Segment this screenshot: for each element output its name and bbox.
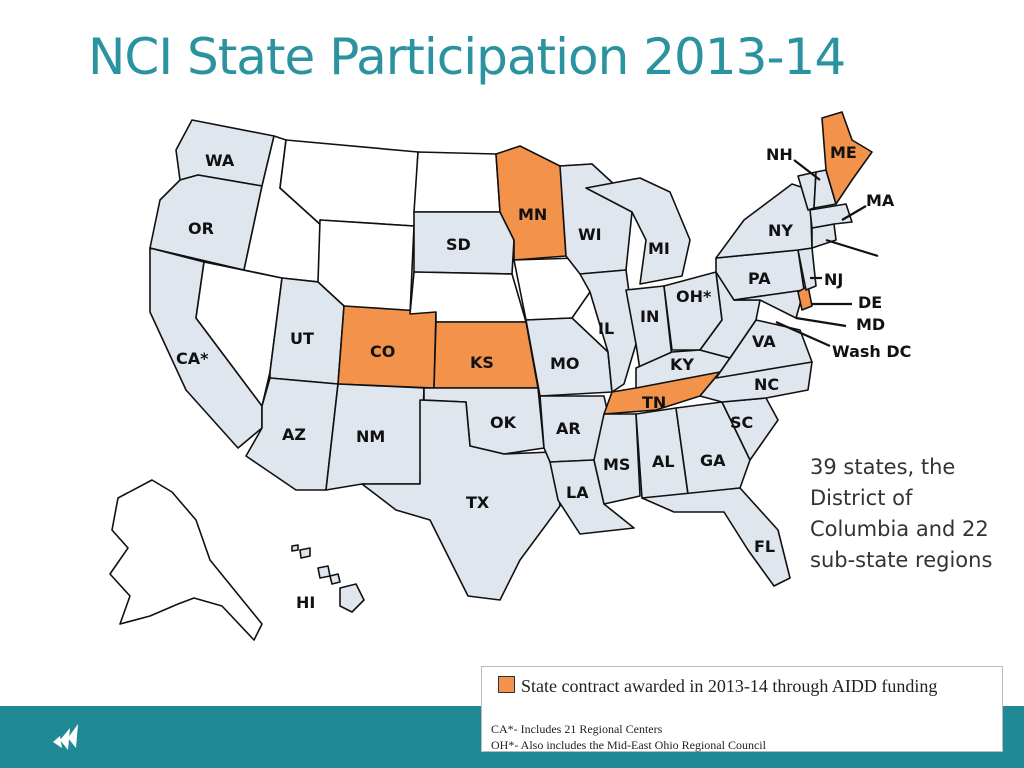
- label-ar: AR: [556, 419, 581, 438]
- label-pa: PA: [748, 269, 771, 288]
- label-ga: GA: [700, 451, 726, 470]
- nci-logo-icon: [53, 724, 78, 750]
- label-ks: KS: [470, 353, 494, 372]
- state-ga: [675, 401, 751, 495]
- label-tx: TX: [466, 493, 490, 512]
- label-ny: NY: [768, 221, 793, 240]
- legend-ca-footnote: CA*- Includes 21 Regional Centers: [491, 722, 663, 736]
- label-dc: Wash DC: [832, 342, 911, 361]
- label-wa: WA: [205, 151, 235, 170]
- label-md: MD: [856, 315, 885, 334]
- label-de: DE: [858, 293, 882, 312]
- label-nj: NJ: [824, 270, 843, 289]
- state-wi: [559, 163, 633, 275]
- page-title: NCI State Participation 2013-14: [88, 28, 846, 86]
- label-mo: MO: [550, 354, 580, 373]
- state-de: [797, 285, 813, 311]
- state-hi-group: [291, 544, 365, 613]
- callout-lines: [775, 159, 879, 348]
- state-ny: [715, 183, 813, 259]
- state-hi: [339, 583, 365, 613]
- participation-note: 39 states, the District of Columbia and …: [810, 455, 993, 572]
- label-or: OR: [188, 219, 214, 238]
- state-mi: [585, 177, 691, 285]
- label-ms: MS: [603, 455, 630, 474]
- legend-oh-footnote: OH*- Also includes the Mid-East Ohio Reg…: [491, 738, 766, 752]
- label-co: CO: [370, 342, 395, 361]
- label-hi: HI: [296, 593, 315, 612]
- state-ma: [809, 203, 853, 229]
- label-mi: MI: [648, 239, 670, 258]
- label-la: LA: [566, 483, 589, 502]
- state-me: [821, 111, 873, 205]
- legend-main-entry: State contract awarded in 2013-14 throug…: [490, 675, 990, 697]
- legend-main-text: State contract awarded in 2013-14 throug…: [521, 676, 938, 696]
- label-ca: CA*: [176, 349, 209, 368]
- state-tx: [361, 399, 561, 601]
- state-va: [715, 319, 813, 379]
- state-fl: [641, 487, 791, 587]
- label-tn: TN: [642, 393, 666, 412]
- label-ok: OK: [490, 413, 517, 432]
- state-sd: [413, 211, 515, 275]
- state-ms: [593, 413, 641, 505]
- label-ut: UT: [290, 329, 314, 348]
- us-map: WA OR CA* UT AZ CO NM SD KS OK TX MN MO …: [109, 111, 911, 641]
- state-il: [579, 269, 637, 393]
- label-nh: NH: [766, 145, 793, 164]
- label-me: ME: [830, 143, 857, 162]
- label-oh: OH*: [676, 287, 712, 306]
- label-fl: FL: [754, 537, 775, 556]
- label-al: AL: [652, 452, 675, 471]
- label-ma: MA: [866, 191, 895, 210]
- label-va: VA: [752, 332, 776, 351]
- state-nd: [413, 151, 501, 213]
- label-sc: SC: [730, 413, 753, 432]
- label-az: AZ: [282, 425, 306, 444]
- label-nm: NM: [356, 427, 385, 446]
- label-il: IL: [598, 319, 614, 338]
- legend-swatch-aidd: [498, 676, 515, 693]
- state-ak: [109, 479, 263, 641]
- label-nc: NC: [754, 375, 779, 394]
- label-wi: WI: [578, 225, 602, 244]
- label-ky: KY: [670, 355, 694, 374]
- label-sd: SD: [446, 235, 471, 254]
- label-mn: MN: [518, 205, 547, 224]
- label-in: IN: [640, 307, 659, 326]
- map-legend: State contract awarded in 2013-14 throug…: [481, 666, 1003, 752]
